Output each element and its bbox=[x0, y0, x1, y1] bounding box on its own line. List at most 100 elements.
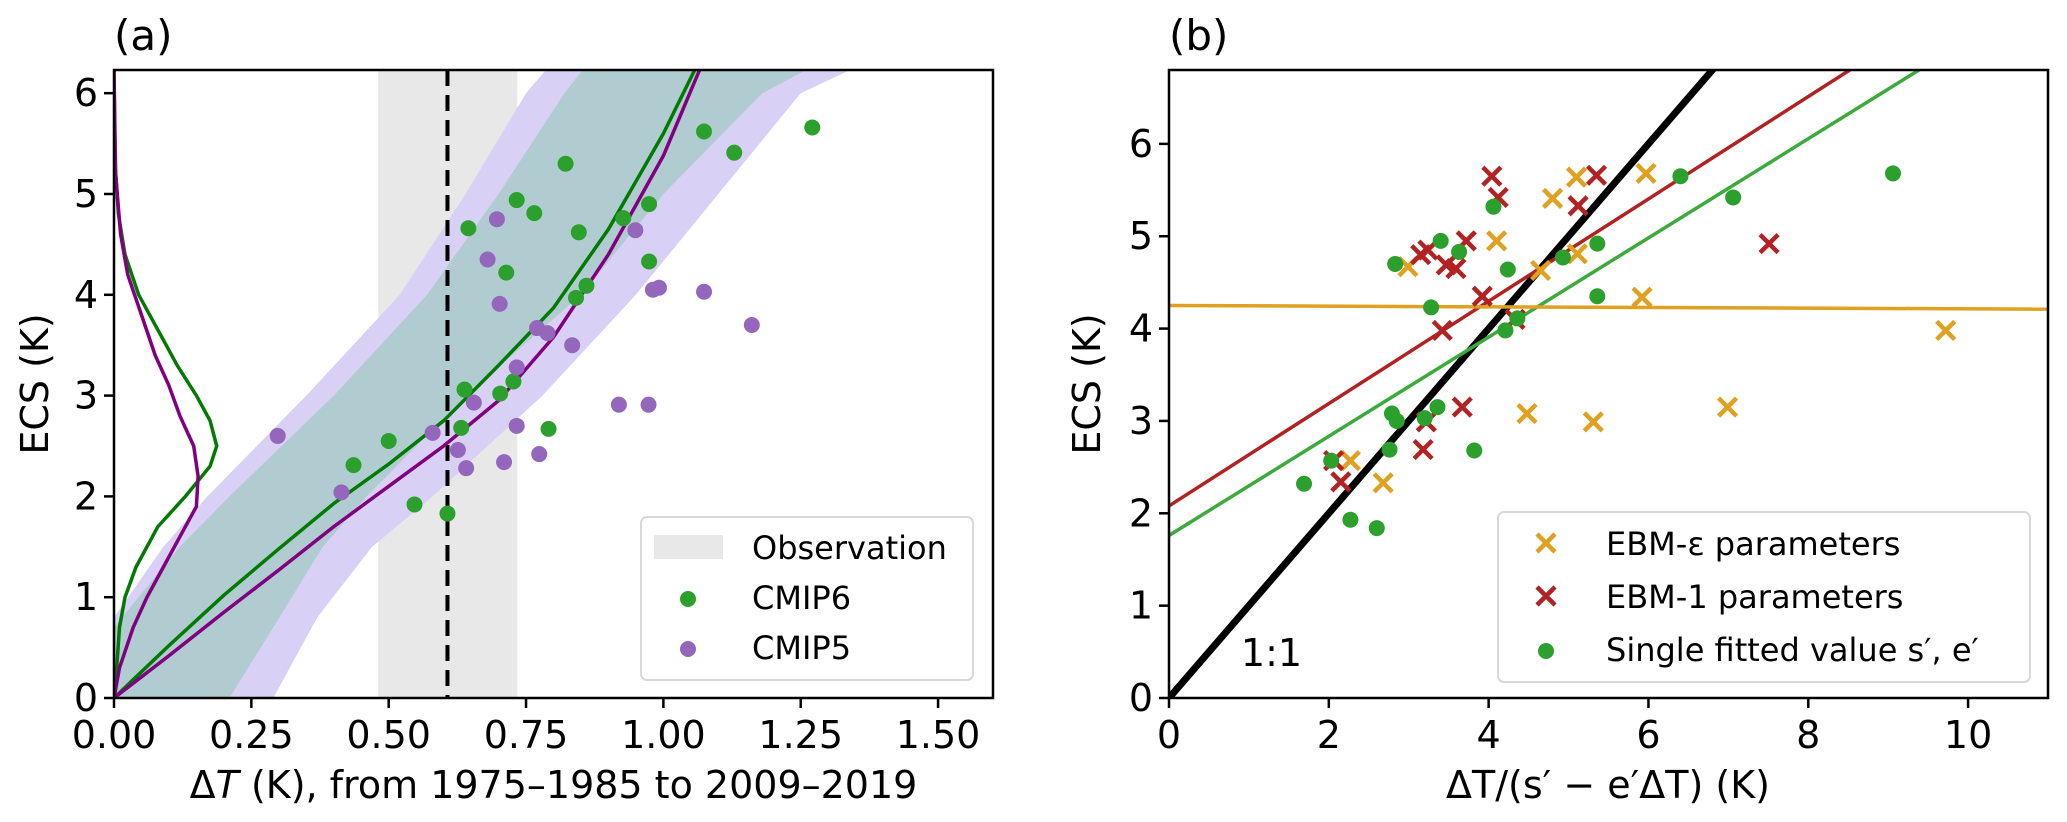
legend-label: Single fitted value s′, e′ bbox=[1606, 631, 1979, 669]
panel-b-x-axis: 0 2 4 6 8 10 bbox=[1157, 698, 1992, 757]
panel-a-legend: Observation CMIP6 CMIP5 bbox=[640, 516, 974, 681]
x-tick-label: 0.25 bbox=[209, 713, 294, 757]
legend-frame bbox=[1497, 511, 2031, 683]
y-tick-label: 6 bbox=[74, 71, 98, 115]
ebm-epsilon-point bbox=[1486, 230, 1508, 252]
cmip6-point bbox=[498, 264, 515, 281]
cmip6-point bbox=[641, 253, 658, 270]
cmip5-point bbox=[508, 359, 525, 376]
cmip6-point bbox=[406, 496, 423, 513]
ebm-1-point bbox=[1330, 471, 1352, 493]
y-tick-label: 0 bbox=[1129, 676, 1153, 720]
cmip6-point bbox=[456, 381, 473, 398]
x-marker-stroke bbox=[1582, 411, 1604, 433]
legend-cmip6-marker bbox=[680, 591, 696, 607]
x-marker-stroke bbox=[1431, 319, 1453, 342]
y-tick-label: 3 bbox=[1129, 399, 1153, 443]
ebm-1-point bbox=[1451, 396, 1473, 418]
x-marker-stroke bbox=[1445, 257, 1467, 280]
ebm-epsilon-point bbox=[1635, 162, 1657, 185]
cmip5-point bbox=[479, 251, 496, 268]
single-fitted-point bbox=[1368, 520, 1385, 537]
single-fitted-point bbox=[1884, 165, 1901, 182]
cmip5-point bbox=[449, 442, 466, 459]
x-tick-label: 1.25 bbox=[758, 713, 843, 757]
x-tick-label: 0.00 bbox=[72, 713, 157, 757]
legend-label: CMIP6 bbox=[752, 579, 851, 617]
panel-b-plot-area: 1:1 bbox=[1169, 70, 2048, 698]
panel-b-axes-frame bbox=[1167, 68, 2050, 700]
cmip6-point bbox=[641, 196, 658, 213]
panel-b-x-axis-title: ΔT/(s′ − e′ΔT) (K) bbox=[1446, 763, 1770, 807]
cmip6-point bbox=[526, 205, 543, 222]
single-fitted-point bbox=[1509, 310, 1526, 327]
y-tick-label: 5 bbox=[74, 172, 98, 216]
y-tick-label: 3 bbox=[74, 374, 98, 418]
single-fitted-point bbox=[1589, 235, 1606, 252]
cmip6-point bbox=[345, 457, 362, 474]
x-tick-label: 10 bbox=[1944, 713, 1992, 757]
x-marker-stroke bbox=[1330, 471, 1352, 493]
ebm-epsilon-point bbox=[1516, 402, 1538, 425]
x-marker-stroke bbox=[1565, 166, 1588, 188]
cmip5-point bbox=[508, 417, 525, 434]
panel-a: (a) 0.00 0.25 0.50 0.75 1.00 1.25 1.50 0 1 2 3 4 5 6… bbox=[13, 11, 995, 807]
ebm-1-point bbox=[1585, 164, 1608, 186]
x-tick-label: 1.00 bbox=[621, 713, 706, 757]
single-fitted-point bbox=[1725, 189, 1742, 206]
x-tick-label: 1.50 bbox=[896, 713, 981, 757]
legend-cmip5-marker bbox=[680, 641, 696, 657]
cmip5-ecs-pdf-line bbox=[114, 70, 200, 698]
ebm-1-fit-line bbox=[1169, 70, 1854, 508]
y-tick-label: 1 bbox=[1129, 584, 1153, 628]
cmip5-point bbox=[539, 325, 556, 342]
y-tick-label: 5 bbox=[1129, 214, 1153, 258]
single-fitted-point bbox=[1381, 441, 1398, 458]
ebm-epsilon-point bbox=[1541, 187, 1564, 209]
ebm-epsilon-point bbox=[1372, 472, 1394, 494]
x-tick-label: 0 bbox=[1157, 713, 1181, 757]
x-marker-stroke bbox=[1585, 164, 1608, 186]
x-marker-stroke bbox=[1635, 162, 1657, 185]
panel-a-label: (a) bbox=[114, 11, 173, 60]
ebm-epsilon-point bbox=[1935, 319, 1957, 342]
x-marker-stroke bbox=[1567, 195, 1589, 217]
y-tick-label: 4 bbox=[1129, 307, 1153, 351]
cmip6-point bbox=[615, 210, 632, 227]
cmip6-point bbox=[460, 220, 477, 237]
x-tick-label: 4 bbox=[1477, 713, 1501, 757]
cmip5-point bbox=[488, 211, 505, 228]
legend-observation-swatch bbox=[654, 535, 723, 559]
single-fitted-point bbox=[1296, 475, 1313, 492]
ebm-1-point bbox=[1412, 438, 1434, 461]
x-marker-stroke bbox=[1541, 187, 1564, 209]
cmip6-point bbox=[439, 505, 456, 522]
cmip6-point bbox=[508, 192, 525, 209]
cmip6-point bbox=[804, 119, 821, 136]
ebm-epsilon-point bbox=[1631, 286, 1653, 308]
y-tick-label: 2 bbox=[1129, 491, 1153, 535]
ebm-1-point bbox=[1481, 165, 1503, 187]
cmip6-point bbox=[568, 289, 585, 306]
x-marker-stroke bbox=[1481, 165, 1503, 187]
single-fitted-point bbox=[1554, 249, 1571, 266]
x-marker-stroke bbox=[1412, 438, 1434, 461]
y-tick-label: 0 bbox=[74, 676, 98, 720]
x-marker-stroke bbox=[1451, 396, 1473, 418]
panel-a-y-axis-title: ECS (K) bbox=[13, 313, 57, 454]
cmip6-point bbox=[696, 123, 713, 140]
cmip5-point bbox=[333, 484, 350, 501]
cmip5-point bbox=[650, 279, 667, 296]
cmip5-point bbox=[564, 337, 581, 354]
cmip6-point bbox=[557, 155, 574, 172]
panel-a-axes-frame bbox=[112, 68, 995, 700]
ebm-epsilon-point bbox=[1566, 243, 1588, 265]
one-to-one-line bbox=[1169, 70, 1718, 698]
cmip5-point bbox=[424, 424, 441, 441]
cmip5-point bbox=[627, 222, 644, 239]
single-fitted-point bbox=[1466, 442, 1483, 459]
cmip5-point bbox=[696, 283, 713, 300]
ebm-epsilon-point bbox=[1582, 411, 1604, 433]
single-fitted-point bbox=[1429, 399, 1446, 416]
cmip6-point bbox=[505, 373, 522, 390]
